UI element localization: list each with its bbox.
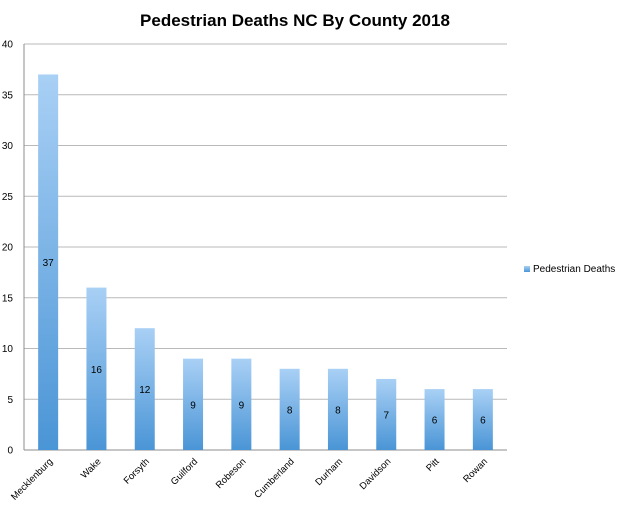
y-tick-label: 0 <box>7 446 13 457</box>
chart-title: Pedestrian Deaths NC By County 2018 <box>140 11 450 30</box>
x-tick-label: Durham <box>313 456 345 488</box>
x-axis-labels: Mecklenburg Wake Forsyth Guilford Robeson Cum… <box>9 456 490 502</box>
bar <box>231 358 252 450</box>
y-tick-label: 25 <box>2 192 14 203</box>
y-tick-label: 30 <box>2 141 14 152</box>
y-axis-ticks: 0 5 10 15 20 25 30 35 40 <box>2 40 14 457</box>
data-labels: 37 16 12 9 9 8 8 7 6 6 <box>43 258 486 426</box>
data-label: 37 <box>43 258 55 269</box>
x-tick-label: Cumberland <box>252 456 296 500</box>
y-tick-label: 20 <box>2 243 14 254</box>
data-label: 6 <box>480 416 486 427</box>
data-label: 8 <box>335 405 341 416</box>
x-tick-label: Wake <box>79 456 104 481</box>
data-label: 12 <box>139 385 151 396</box>
bar <box>86 287 107 450</box>
data-label: 6 <box>432 416 438 427</box>
bar <box>38 74 59 450</box>
bar <box>472 389 493 450</box>
legend-swatch <box>524 266 530 272</box>
data-label: 9 <box>239 400 245 411</box>
data-label: 16 <box>91 365 103 376</box>
bar <box>327 368 348 450</box>
bar <box>279 368 300 450</box>
data-label: 8 <box>287 405 293 416</box>
y-tick-label: 15 <box>2 293 14 304</box>
data-label: 7 <box>383 410 389 421</box>
legend: Pedestrian Deaths <box>524 264 615 275</box>
x-tick-label: Rowan <box>461 456 490 485</box>
y-tick-label: 35 <box>2 90 14 101</box>
y-tick-label: 10 <box>2 344 14 355</box>
y-tick-label: 5 <box>7 395 13 406</box>
bar <box>424 389 445 450</box>
x-tick-label: Guilford <box>169 456 200 487</box>
legend-label: Pedestrian Deaths <box>533 264 615 275</box>
x-tick-label: Robeson <box>214 456 249 491</box>
bar <box>376 378 397 450</box>
bar <box>134 328 155 450</box>
x-tick-label: Davidson <box>358 456 394 492</box>
x-tick-label: Pitt <box>424 456 442 474</box>
y-tick-label: 40 <box>2 40 14 51</box>
data-label: 9 <box>190 400 196 411</box>
x-tick-label: Mecklenburg <box>9 456 55 502</box>
bar <box>183 358 204 450</box>
bars <box>38 74 493 450</box>
x-tick-label: Forsyth <box>122 456 152 486</box>
